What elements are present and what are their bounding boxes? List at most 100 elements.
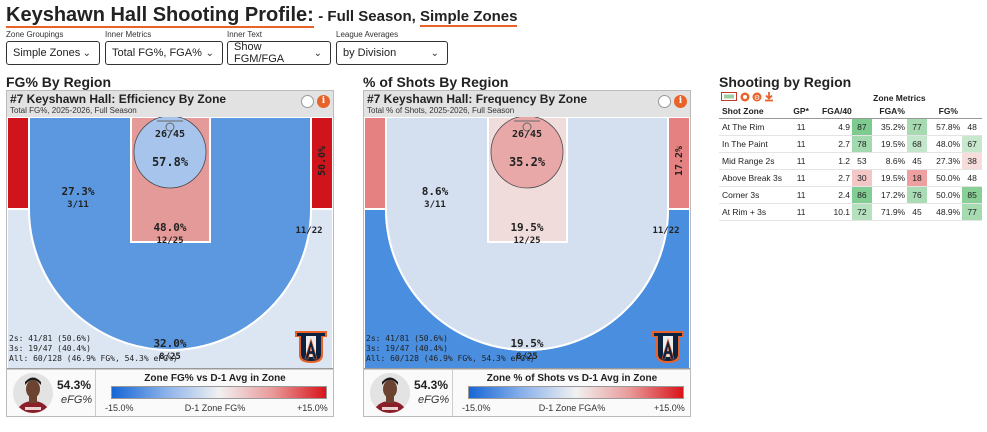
zone-groupings-select[interactable]: Simple Zones ⌄ [6, 41, 100, 65]
fga-pct-percentile-cell: 77 [907, 118, 927, 136]
efg-value: 54.3% [414, 378, 449, 392]
chevron-down-icon: ⌄ [313, 47, 322, 59]
inner-metrics-value: Total FG%, FGA% [112, 47, 202, 59]
card-header: #7 Keyshawn Hall: Frequency By Zone Total… [364, 91, 690, 117]
chart-subtitle: Total % of Shots, 2025-2026, Full Season [367, 106, 515, 115]
inner-metrics-label: Inner Metrics [105, 30, 152, 39]
stat-line: 2s: 41/81 (50.6%) [366, 334, 448, 343]
league-averages-select[interactable]: by Division ⌄ [336, 41, 448, 65]
court-svg: 26/45 35.2% 19.5% 12/25 8.6% 3/11 19.5% 8/25 17.… [364, 117, 690, 369]
gp-cell: 11 [785, 203, 817, 221]
court: 26/45 57.8% 48.0% 12/25 27.3% 3/11 32.0% 8/25 50… [7, 117, 333, 369]
table-row: Mid Range 2s 11 1.2 53 8.6% 45 27.3% 38 [719, 152, 982, 170]
fg-pct-percentile-cell: 77 [962, 203, 982, 221]
rim-made-label: 26/45 [512, 129, 542, 140]
fga-pct-cell: 35.2% [871, 118, 908, 136]
circle-icon[interactable] [658, 95, 671, 108]
info-icon[interactable]: i [674, 95, 687, 108]
page-title: Keyshawn Hall Shooting Profile: - Full S… [6, 3, 518, 29]
fga40-cell: 2.7 [816, 135, 853, 153]
table-header-row: Shot Zone GP* FGA/40 FGA% FG% [719, 104, 982, 119]
fga40-cell: 10.1 [816, 203, 853, 221]
legend-max-label: +15.0% [297, 403, 328, 413]
legend-caption: D-1 Zone FGA% [538, 403, 606, 413]
gp-cell: 11 [785, 152, 817, 170]
circle-icon[interactable] [301, 95, 314, 108]
table-section-title: Shooting by Region [719, 74, 852, 90]
col-fga40[interactable]: FGA/40 [816, 104, 872, 119]
paint-value-label: 48.0% [153, 221, 186, 234]
col-fga-pct[interactable]: FGA% [871, 104, 927, 119]
zone-groupings-label: Zone Groupings [6, 30, 64, 39]
zone-rim[interactable] [133, 117, 207, 189]
three-value-label: 32.0% [153, 337, 186, 350]
zone-left-corner-three[interactable] [364, 117, 387, 210]
legend-title: Zone % of Shots vs D-1 Avg in Zone [486, 373, 658, 384]
mid-value-label: 8.6% [422, 185, 449, 198]
gear-icon[interactable]: ⚙ [752, 92, 762, 102]
league-averages-label: League Averages [336, 30, 399, 39]
auburn-logo [295, 331, 327, 363]
shot-zone-cell: At The Rim [719, 118, 786, 136]
fg-pct-cell: 27.3% [926, 152, 963, 170]
legend-min-label: -15.0% [105, 403, 134, 413]
mid-made-label: 3/11 [424, 200, 446, 210]
corner-value-label: 17.2% [674, 146, 685, 176]
legend-caption: D-1 Zone FG% [184, 403, 246, 413]
table-tool-icons: ⚙ [719, 91, 779, 102]
col-fg-pct[interactable]: FG% [926, 104, 982, 119]
fg-section-title: FG% By Region [6, 74, 112, 90]
col-shot-zone[interactable]: Shot Zone [719, 104, 786, 119]
zone-groupings-control: Zone Groupings Simple Zones ⌄ [6, 30, 100, 65]
legend-max-label: +15.0% [654, 403, 685, 413]
zone-rim[interactable] [490, 117, 564, 189]
stat-line: 2s: 41/81 (50.6%) [9, 334, 91, 343]
court-svg: 26/45 57.8% 48.0% 12/25 27.3% 3/11 32.0% 8/25 50… [7, 117, 333, 369]
col-gp[interactable]: GP* [785, 104, 817, 119]
fga40-percentile-cell: 86 [852, 186, 872, 204]
stat-line: 3s: 19/47 (40.4%) [366, 344, 448, 353]
league-averages-value: by Division [343, 47, 397, 59]
paint-value-label: 19.5% [510, 221, 543, 234]
chevron-down-icon: ⌄ [82, 47, 91, 59]
info-icon[interactable]: i [317, 95, 330, 108]
fg-pct-cell: 57.8% [926, 118, 963, 136]
fga-pct-cell: 17.2% [871, 186, 908, 204]
fga-pct-percentile-cell: 76 [907, 186, 927, 204]
target-icon[interactable] [740, 92, 750, 102]
fg-pct-percentile-cell: 38 [962, 152, 982, 170]
hoop [165, 122, 175, 132]
inner-text-label: Inner Text [227, 30, 262, 39]
fg-pct-percentile-cell: 67 [962, 135, 982, 153]
table-row: Above Break 3s 11 2.7 30 19.5% 18 50.0% 48 [719, 169, 982, 187]
page-title-main: Keyshawn Hall Shooting Profile: [6, 4, 314, 28]
fg-pct-cell: 48.0% [926, 135, 963, 153]
fg-pct-percentile-cell: 48 [962, 118, 982, 136]
corner-made-label: 11/22 [652, 226, 679, 236]
corner-made-label: 11/22 [295, 226, 322, 236]
inner-metrics-select[interactable]: Total FG%, FGA% ⌄ [105, 41, 223, 65]
zone-left-corner-three[interactable] [7, 117, 30, 210]
zone-groupings-value: Simple Zones [13, 47, 81, 59]
shot-zone-cell: Above Break 3s [719, 169, 786, 187]
shooting-stats: 2s: 41/81 (50.6%)3s: 19/47 (40.4%)All: 6… [366, 334, 535, 363]
fga-pct-cell: 19.5% [871, 135, 908, 153]
svg-text:⚙: ⚙ [754, 94, 760, 102]
three-value-label: 19.5% [510, 337, 543, 350]
zone-metrics-header: Zone Metrics [873, 92, 926, 103]
avatar [370, 373, 410, 413]
legend-min-label: -15.0% [462, 403, 491, 413]
mid-value-label: 27.3% [61, 185, 94, 198]
fga40-percentile-cell: 72 [852, 203, 872, 221]
fga40-cell: 4.9 [816, 118, 853, 136]
fg-pct-percentile-cell: 85 [962, 186, 982, 204]
fga40-cell: 2.7 [816, 169, 853, 187]
image-icon[interactable] [721, 92, 737, 101]
fga-pct-cell: 8.6% [871, 152, 908, 170]
fga40-cell: 1.2 [816, 152, 853, 170]
fga-pct-percentile-cell: 45 [907, 203, 927, 221]
fg-pct-cell: 50.0% [926, 186, 963, 204]
inner-text-select[interactable]: Show FGM/FGA ⌄ [227, 41, 331, 65]
download-icon[interactable] [764, 92, 774, 102]
fga-pct-percentile-cell: 18 [907, 169, 927, 187]
